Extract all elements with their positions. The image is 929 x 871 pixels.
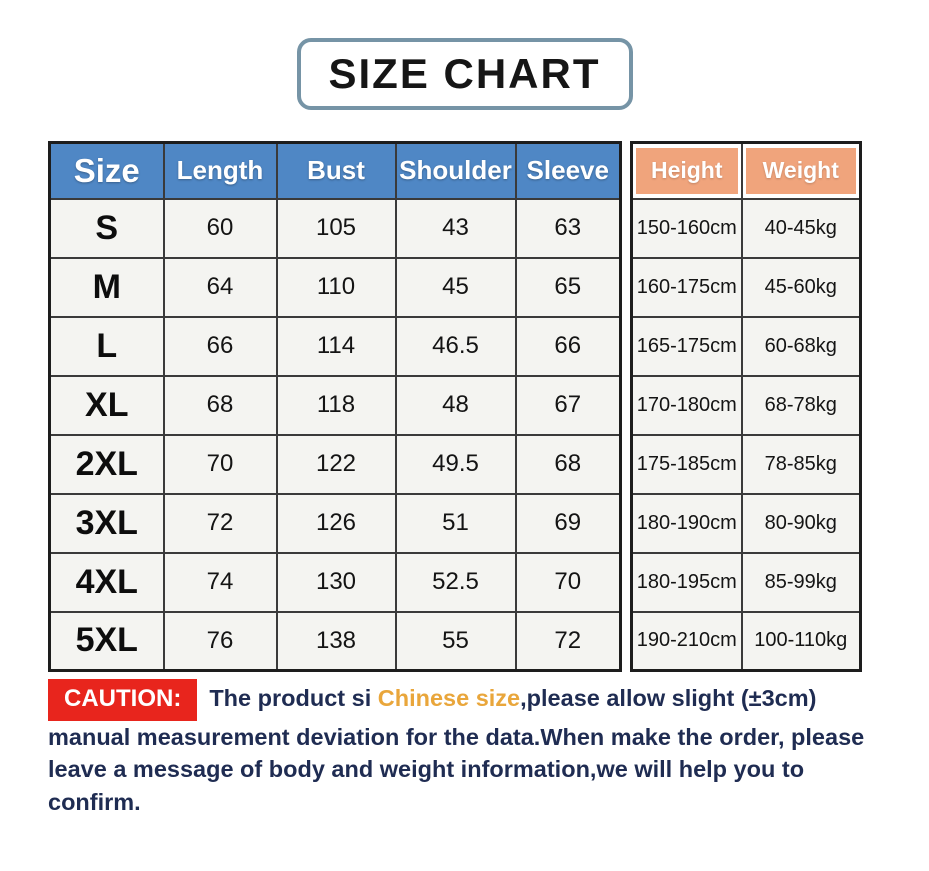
- col-header-bust: Bust: [275, 141, 397, 200]
- size-row-S: S 60 105 43 63: [48, 197, 622, 259]
- height-value-cell: 175-185cm: [630, 433, 743, 495]
- height-value-cell: 170-180cm: [630, 374, 743, 436]
- length-value-cell: 60: [162, 197, 278, 259]
- caution-highlight: Chinese size: [377, 685, 521, 711]
- height-weight-row-L: 165-175cm 60-68kg: [630, 315, 862, 377]
- height-weight-row-4XL: 180-195cm 85-99kg: [630, 551, 862, 613]
- size-label-cell: 5XL: [48, 610, 165, 672]
- weight-value-cell: 68-78kg: [740, 374, 862, 436]
- size-row-M: M 64 110 45 65: [48, 256, 622, 318]
- page-title: SIZE CHART: [328, 50, 601, 97]
- bust-value-cell: 118: [275, 374, 397, 436]
- bust-value-cell: 122: [275, 433, 397, 495]
- shoulder-value-cell: 52.5: [394, 551, 517, 613]
- weight-value-cell: 60-68kg: [740, 315, 862, 377]
- col-header-shoulder: Shoulder: [394, 141, 517, 200]
- col-header-size: Size: [48, 141, 165, 200]
- length-value-cell: 72: [162, 492, 278, 554]
- height-value-cell: 150-160cm: [630, 197, 743, 259]
- height-weight-row-5XL: 190-210cm 100-110kg: [630, 610, 862, 672]
- size-label-cell: L: [48, 315, 165, 377]
- size-row-5XL: 5XL 76 138 55 72: [48, 610, 622, 672]
- length-value-cell: 68: [162, 374, 278, 436]
- height-value-cell: 190-210cm: [630, 610, 743, 672]
- sleeve-value-cell: 67: [514, 374, 622, 436]
- weight-value-cell: 45-60kg: [740, 256, 862, 318]
- weight-value-cell: 40-45kg: [740, 197, 862, 259]
- size-row-4XL: 4XL 74 130 52.5 70: [48, 551, 622, 613]
- height-value-cell: 165-175cm: [630, 315, 743, 377]
- size-label-cell: 3XL: [48, 492, 165, 554]
- size-row-L: L 66 114 46.5 66: [48, 315, 622, 377]
- size-label-cell: 4XL: [48, 551, 165, 613]
- col-header-height: Height: [630, 141, 743, 200]
- shoulder-value-cell: 51: [394, 492, 517, 554]
- col-header-weight: Weight: [740, 141, 862, 200]
- bust-value-cell: 130: [275, 551, 397, 613]
- height-weight-row-M: 160-175cm 45-60kg: [630, 256, 862, 318]
- weight-header-fill: Weight: [745, 148, 856, 194]
- sleeve-value-cell: 65: [514, 256, 622, 318]
- height-weight-row-S: 150-160cm 40-45kg: [630, 197, 862, 259]
- height-weight-table: Height Weight 150-160cm 40-45kg 160-175cm 4…: [630, 141, 862, 672]
- weight-value-cell: 78-85kg: [740, 433, 862, 495]
- size-label-cell: M: [48, 256, 165, 318]
- bust-value-cell: 114: [275, 315, 397, 377]
- caution-text-before: The product si: [209, 685, 378, 711]
- weight-value-cell: 80-90kg: [740, 492, 862, 554]
- sleeve-value-cell: 70: [514, 551, 622, 613]
- length-value-cell: 74: [162, 551, 278, 613]
- weight-value-cell: 85-99kg: [740, 551, 862, 613]
- size-chart-tables: Size Length Bust Shoulder Sleeve S 60 105 4…: [48, 141, 862, 672]
- col-header-length: Length: [162, 141, 278, 200]
- height-value-cell: 180-195cm: [630, 551, 743, 613]
- length-value-cell: 66: [162, 315, 278, 377]
- height-value-cell: 160-175cm: [630, 256, 743, 318]
- sleeve-value-cell: 63: [514, 197, 622, 259]
- weight-value-cell: 100-110kg: [740, 610, 862, 672]
- caution-badge: CAUTION:: [48, 679, 198, 721]
- header-row: Size Length Bust Shoulder Sleeve: [48, 141, 622, 200]
- size-label-cell: 2XL: [48, 433, 165, 495]
- shoulder-value-cell: 45: [394, 256, 517, 318]
- sleeve-value-cell: 72: [514, 610, 622, 672]
- col-header-sleeve: Sleeve: [514, 141, 622, 200]
- caution-text-after: ,please allow slight (±3cm) manual measu…: [48, 685, 865, 816]
- size-row-2XL: 2XL 70 122 49.5 68: [48, 433, 622, 495]
- height-weight-row-2XL: 175-185cm 78-85kg: [630, 433, 862, 495]
- sleeve-value-cell: 66: [514, 315, 622, 377]
- bust-value-cell: 138: [275, 610, 397, 672]
- size-chart-title-box: SIZE CHART: [296, 38, 633, 110]
- shoulder-value-cell: 46.5: [394, 315, 517, 377]
- height-weight-row-XL: 170-180cm 68-78kg: [630, 374, 862, 436]
- sleeve-value-cell: 69: [514, 492, 622, 554]
- height-weight-row-3XL: 180-190cm 80-90kg: [630, 492, 862, 554]
- length-value-cell: 64: [162, 256, 278, 318]
- height-header-fill: Height: [636, 148, 738, 194]
- length-value-cell: 70: [162, 433, 278, 495]
- bust-value-cell: 110: [275, 256, 397, 318]
- bust-value-cell: 105: [275, 197, 397, 259]
- caution-note: CAUTION: The product si Chinese size,plea…: [48, 679, 890, 819]
- size-row-XL: XL 68 118 48 67: [48, 374, 622, 436]
- size-label-cell: XL: [48, 374, 165, 436]
- shoulder-value-cell: 43: [394, 197, 517, 259]
- shoulder-value-cell: 48: [394, 374, 517, 436]
- header-row: Height Weight: [630, 141, 862, 200]
- sleeve-value-cell: 68: [514, 433, 622, 495]
- bust-value-cell: 126: [275, 492, 397, 554]
- shoulder-value-cell: 55: [394, 610, 517, 672]
- size-label-cell: S: [48, 197, 165, 259]
- length-value-cell: 76: [162, 610, 278, 672]
- shoulder-value-cell: 49.5: [394, 433, 517, 495]
- main-size-table: Size Length Bust Shoulder Sleeve S 60 105 4…: [48, 141, 622, 672]
- height-value-cell: 180-190cm: [630, 492, 743, 554]
- size-row-3XL: 3XL 72 126 51 69: [48, 492, 622, 554]
